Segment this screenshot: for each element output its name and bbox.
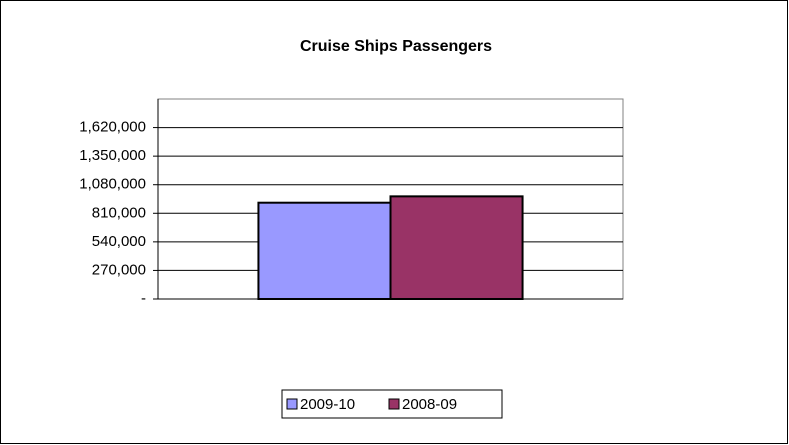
bar	[389, 195, 524, 300]
y-tick-label: -	[141, 290, 146, 307]
legend-swatch	[286, 398, 298, 410]
bar	[257, 201, 392, 300]
y-tick-label: 1,620,000	[79, 119, 146, 136]
legend-swatch	[388, 398, 400, 410]
chart-title: Cruise Ships Passengers	[300, 38, 492, 55]
legend-box	[281, 389, 503, 419]
y-tick-label: 270,000	[92, 261, 146, 278]
legend-label: 2009-10	[300, 396, 355, 413]
y-tick-label: 810,000	[92, 204, 146, 221]
y-tick-label: 540,000	[92, 233, 146, 250]
legend-label: 2008-09	[402, 396, 457, 413]
y-tick-label: 1,080,000	[79, 176, 146, 193]
y-tick-label: 1,350,000	[79, 147, 146, 164]
